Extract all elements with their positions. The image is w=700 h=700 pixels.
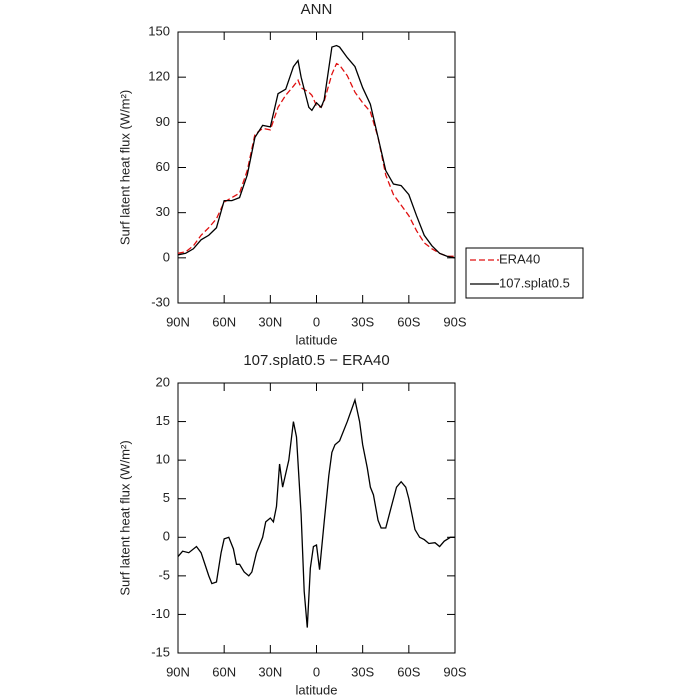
x-tick-label: 30N bbox=[258, 314, 282, 329]
y-tick-label: 0 bbox=[163, 529, 170, 544]
chart-title: 107.splat0.5 − ERA40 bbox=[243, 352, 389, 369]
x-tick-label: 90N bbox=[166, 664, 190, 679]
x-tick-label: 60S bbox=[397, 314, 420, 329]
y-axis-label: Surf latent heat flux (W/m²) bbox=[117, 90, 132, 245]
data-line bbox=[177, 62, 455, 257]
y-tick-label: -10 bbox=[151, 606, 170, 621]
x-tick-label: 30N bbox=[258, 664, 282, 679]
x-axis-label: latitude bbox=[296, 682, 338, 697]
y-tick-label: -15 bbox=[151, 644, 170, 659]
x-tick-label: 30S bbox=[351, 664, 374, 679]
legend-label: 107.splat0.5 bbox=[499, 275, 570, 290]
y-tick-label: 15 bbox=[156, 413, 170, 428]
data-line bbox=[177, 44, 456, 259]
chart-title: ANN bbox=[301, 1, 333, 18]
y-tick-label: 90 bbox=[156, 114, 170, 129]
legend-box bbox=[465, 247, 584, 299]
x-tick-label: 60N bbox=[212, 314, 236, 329]
x-tick-label: 60S bbox=[397, 664, 420, 679]
y-tick-label: 10 bbox=[156, 452, 170, 467]
y-tick-label: 0 bbox=[163, 249, 170, 264]
y-axis-label: Surf latent heat flux (W/m²) bbox=[117, 440, 132, 595]
x-tick-label: 90N bbox=[166, 314, 190, 329]
x-tick-label: 60N bbox=[212, 664, 236, 679]
y-tick-label: 5 bbox=[163, 490, 170, 505]
x-tick-label: 0 bbox=[313, 664, 320, 679]
x-tick-label: 90S bbox=[443, 314, 466, 329]
y-tick-label: -30 bbox=[151, 294, 170, 309]
y-tick-label: -5 bbox=[158, 567, 170, 582]
plot-frame bbox=[177, 31, 456, 304]
x-tick-label: 0 bbox=[313, 314, 320, 329]
data-line bbox=[177, 397, 455, 628]
x-axis-label: latitude bbox=[296, 332, 338, 347]
y-tick-label: 30 bbox=[156, 204, 170, 219]
y-tick-label: 20 bbox=[156, 374, 170, 389]
x-tick-label: 90S bbox=[443, 664, 466, 679]
x-tick-label: 30S bbox=[351, 314, 374, 329]
y-tick-label: 150 bbox=[148, 23, 170, 38]
y-tick-label: 60 bbox=[156, 159, 170, 174]
legend-label: ERA40 bbox=[499, 251, 540, 266]
y-tick-label: 120 bbox=[148, 69, 170, 84]
plot-frame bbox=[177, 382, 456, 654]
